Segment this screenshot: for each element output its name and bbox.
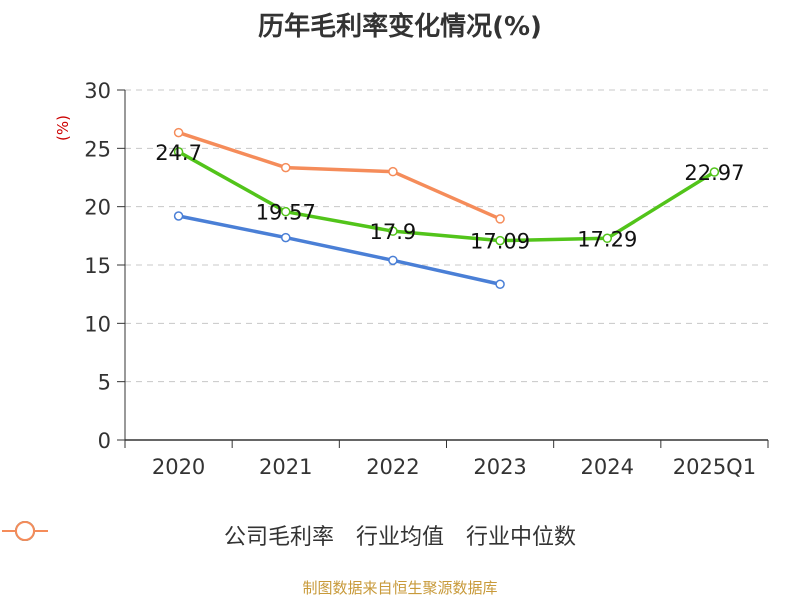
y-tick-label: 20	[84, 196, 111, 220]
legend-item[interactable]: 行业均值	[2, 519, 444, 551]
axis-layer: 0 5 10 15 20 25 30 2020 2021 2022 2023 2024 2025Q1	[84, 79, 769, 479]
y-tick-label: 10	[84, 312, 111, 336]
data-source-note: 制图数据来自恒生聚源数据库	[302, 579, 498, 597]
series-line	[176, 214, 502, 286]
data-point	[173, 147, 184, 157]
data-point	[281, 206, 291, 217]
data-point	[173, 127, 184, 138]
x-tick-label: 2023	[473, 455, 526, 479]
legend-item[interactable]: 行业中位数	[2, 519, 577, 551]
data-label: 24.7	[155, 141, 202, 165]
legend-label: 行业中位数	[466, 525, 577, 550]
data-point	[495, 214, 505, 224]
x-tick-label: 2024	[581, 455, 634, 479]
series-line	[176, 150, 717, 243]
data-point	[281, 162, 291, 173]
legend-label: 公司毛利率	[223, 525, 334, 550]
data-point	[495, 235, 505, 246]
y-tick-label: 15	[84, 254, 111, 278]
legend-line-circle-icon	[2, 521, 48, 541]
y-tick-label: 0	[98, 429, 111, 453]
data-point	[388, 166, 398, 177]
legend-label: 行业均值	[355, 525, 444, 550]
x-tick-label: 2021	[259, 455, 312, 479]
y-tick-label: 5	[98, 371, 111, 395]
grid-layer	[125, 89, 768, 383]
x-tick-label: 2020	[152, 455, 205, 479]
data-point	[495, 279, 505, 289]
data-label: 22.97	[684, 161, 744, 185]
data-point	[281, 232, 291, 243]
legend: 公司毛利率 行业均值 行业中位数	[0, 519, 800, 551]
data-label: 19.57	[256, 201, 316, 225]
series-layer	[173, 127, 720, 289]
data-label: 17.9	[370, 220, 417, 244]
data-label: 17.09	[470, 230, 530, 254]
data-label: 17.29	[577, 227, 637, 251]
data-point	[388, 226, 398, 236]
x-tick-label: 2022	[366, 455, 419, 479]
data-point	[709, 167, 720, 177]
y-tick-label: 30	[84, 79, 111, 103]
line-chart: 0 5 10 15 20 25 30 2020 2021 2022 2023 2024 2025Q1 2…	[84, 79, 769, 479]
chart-title: 历年毛利率变化情况(%)	[258, 12, 542, 42]
y-tick-label: 25	[84, 137, 111, 161]
series-line	[176, 130, 502, 221]
data-point	[173, 211, 184, 221]
data-point	[388, 255, 398, 266]
x-tick-label: 2025Q1	[673, 455, 756, 479]
data-point	[602, 233, 612, 244]
legend-item[interactable]: 公司毛利率	[2, 519, 334, 551]
data-label-layer: 24.7 19.57 17.9 17.09 17.29 22.97	[155, 141, 744, 254]
